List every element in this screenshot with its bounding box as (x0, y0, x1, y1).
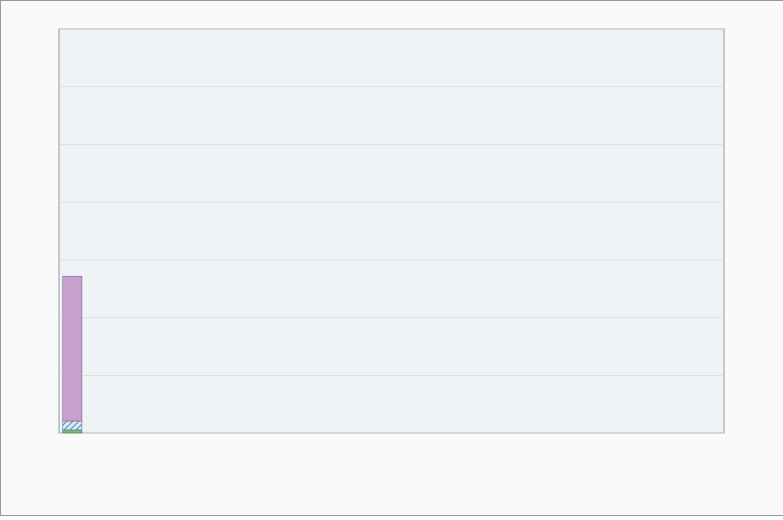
bar-seg-c65_74 (63, 421, 82, 430)
bar-seg-c75plus (63, 430, 82, 433)
population-chart (0, 0, 783, 516)
bar-seg-c15_64 (63, 276, 82, 421)
